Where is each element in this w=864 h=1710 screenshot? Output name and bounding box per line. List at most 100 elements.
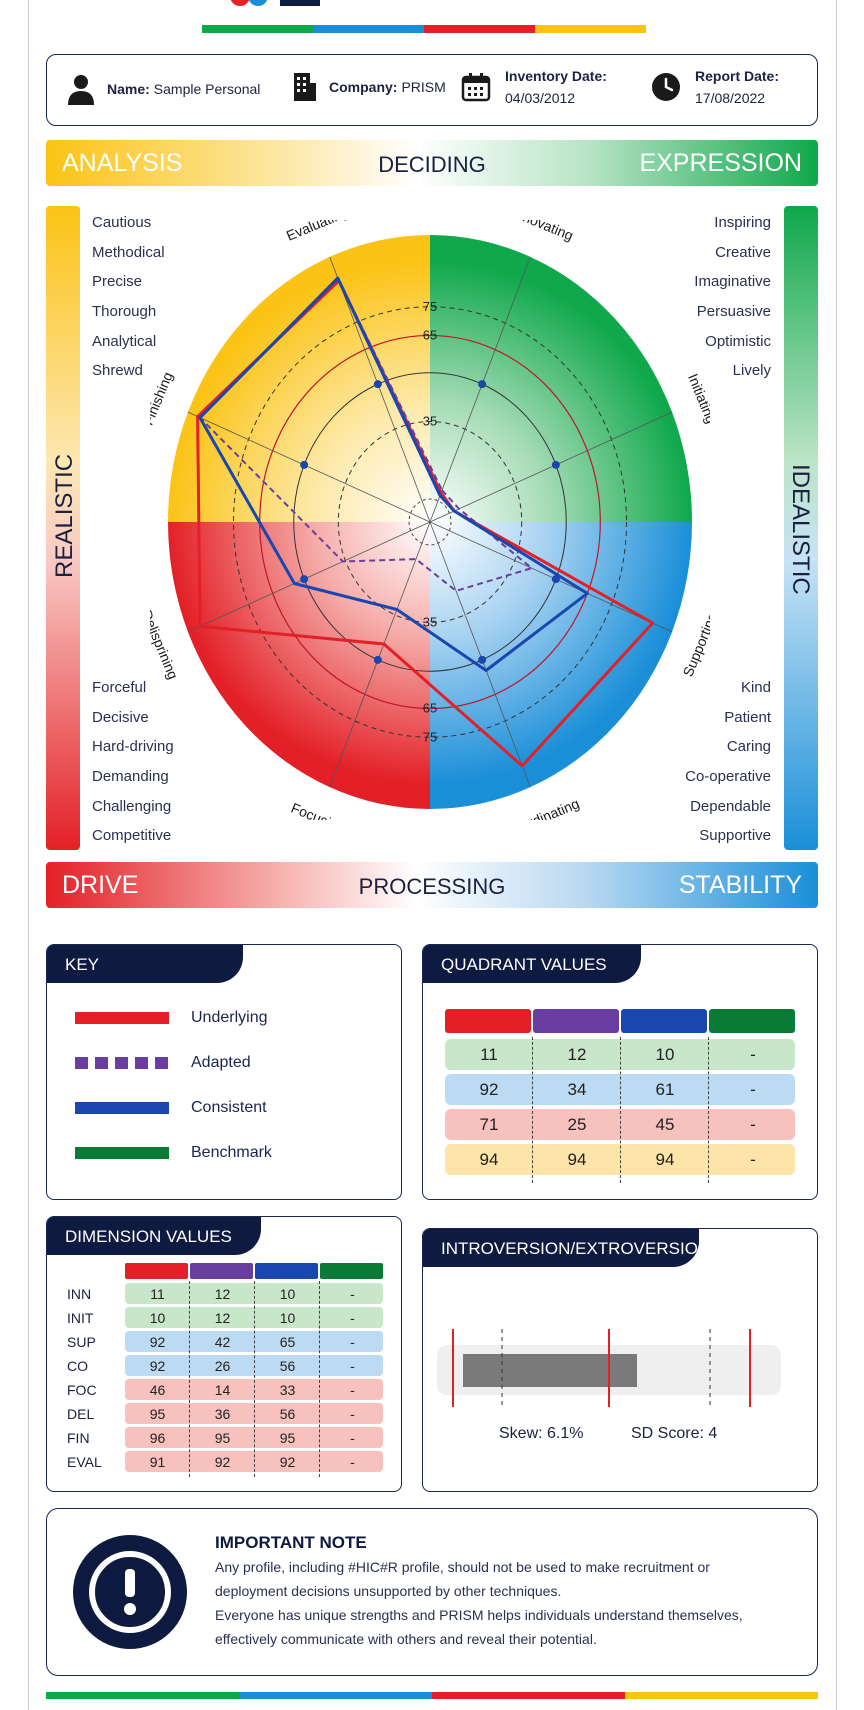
- key-label: Consistent: [191, 1099, 267, 1116]
- scale-fill: [463, 1354, 637, 1387]
- radar-marker-dot: [373, 380, 382, 389]
- note-line: deployment decisions unsupported by othe…: [215, 1583, 562, 1599]
- radar-spoke: [429, 256, 531, 523]
- adapted-swatch: [75, 1057, 169, 1069]
- column-divider: [254, 1281, 255, 1477]
- trait: Caring: [726, 738, 771, 756]
- trait: Co-operative: [685, 768, 771, 786]
- inventory-date-label: Inventory Date:: [505, 68, 607, 84]
- table-cell: 10: [655, 1045, 675, 1064]
- band-processing: PROCESSING: [358, 874, 506, 899]
- trait: Analytical: [92, 332, 157, 350]
- idealistic-label: IDEALISTIC: [787, 464, 814, 595]
- column-divider: [620, 1037, 621, 1183]
- dimension-row-label: INN: [67, 1286, 92, 1302]
- ring-label: 35: [423, 414, 437, 429]
- radar-marker-dot: [373, 655, 382, 664]
- table-cell: -: [750, 1150, 756, 1169]
- traits-bottom-right: Kind Patient Caring Co-operative Dependa…: [685, 673, 771, 851]
- dimension-row-label: SUP: [67, 1334, 96, 1350]
- radar-spoke: [429, 411, 673, 523]
- sd-score-value: SD Score: 4: [631, 1425, 718, 1442]
- radar-marker-dot: [300, 460, 309, 469]
- trait: Forceful: [92, 679, 147, 696]
- table-cell: 36: [214, 1406, 231, 1422]
- table-cell: -: [750, 1115, 756, 1134]
- bottom-band: DRIVE PROCESSING STABILITY: [46, 862, 818, 908]
- report-date-value: 17/08/2022: [695, 90, 766, 106]
- trait: Lively: [732, 362, 771, 380]
- column-header-swatch: [125, 1263, 188, 1279]
- table-cell: 26: [214, 1358, 231, 1374]
- table-cell: -: [750, 1080, 756, 1099]
- column-header-swatch: [709, 1009, 795, 1033]
- radar-marker-dot: [300, 575, 309, 584]
- table-cell: 11: [150, 1286, 165, 1302]
- trait: Patient: [724, 708, 771, 726]
- column-divider: [708, 1037, 709, 1183]
- dimension-title: DIMENSION VALUES: [47, 1217, 261, 1255]
- introversion-panel: INTROVERSION/EXTROVERSION Skew: 6.1% SD …: [422, 1228, 818, 1492]
- trait: Imaginative: [694, 273, 771, 291]
- footer-stripe: [46, 1692, 818, 1699]
- table-cell: 10: [279, 1286, 296, 1302]
- quadrant-table: 11 12 10 - 92 34 61 - 71 25 45 - 94 94 94 -: [445, 1009, 797, 1183]
- company-label: Company:: [329, 79, 398, 95]
- dimension-table: INN 11 12 10 - INIT 10 12 10 - SUP 92 42 65 - CO 92 26 56 -…: [61, 1261, 391, 1483]
- trait: Supportive: [699, 827, 771, 845]
- realistic-bar: [46, 206, 80, 850]
- axis-label: Evaluating: [284, 220, 351, 244]
- column-header-swatch: [533, 1009, 619, 1033]
- column-divider: [319, 1281, 320, 1477]
- axis-label: Focusing: [289, 800, 348, 820]
- name-value: Sample Personal: [153, 81, 261, 97]
- traits-top-right: Inspiring Creative Imaginative Persuasiv…: [694, 208, 771, 386]
- table-cell: 92: [214, 1454, 231, 1470]
- name-label: Name:: [107, 81, 150, 97]
- trait: Methodical: [92, 243, 165, 261]
- table-cell: 14: [214, 1382, 231, 1398]
- radar-marker-dot: [478, 380, 487, 389]
- underlying-swatch: [75, 1012, 169, 1024]
- inventory-date-value: 04/03/2012: [505, 90, 576, 106]
- radar-spoke: [329, 521, 431, 788]
- ring-label: 75: [423, 299, 437, 314]
- axis-label: Innovating: [510, 220, 576, 244]
- table-cell: 95: [279, 1430, 296, 1446]
- trait: Demanding: [92, 768, 169, 786]
- column-divider: [189, 1281, 190, 1477]
- idealistic-bar: [784, 206, 818, 850]
- quadrant-title: QUADRANT VALUES: [423, 945, 641, 983]
- key-label: Adapted: [191, 1054, 251, 1071]
- table-cell: -: [350, 1430, 355, 1446]
- key-item-benchmark: Benchmark: [75, 1144, 272, 1162]
- axis-label: Initiating: [685, 371, 710, 425]
- trait: Challenging: [92, 797, 172, 815]
- key-label: Underlying: [191, 1009, 268, 1026]
- table-cell: 56: [279, 1406, 296, 1422]
- table-cell: -: [350, 1382, 355, 1398]
- axis-label: Delisprining: [150, 608, 181, 682]
- ring-label: 65: [423, 327, 437, 342]
- radar-spoke: [429, 521, 531, 788]
- important-note-panel: IMPORTANT NOTE Any profile, including #H…: [46, 1508, 818, 1676]
- trait: Creative: [715, 243, 771, 261]
- top-band: ANALYSIS DECIDING EXPRESSION: [46, 140, 818, 186]
- page-border-right: [836, 0, 837, 1710]
- introversion-scale: [437, 1329, 781, 1407]
- dimension-row-label: EVAL: [67, 1454, 102, 1470]
- exclamation-icon: [73, 1535, 187, 1649]
- table-cell: 10: [149, 1310, 166, 1326]
- prism-radar-chart: 35 35 65 65 75 75 Innovating Initiating Support…: [150, 220, 710, 820]
- axis-label: Coordinating: [502, 795, 581, 820]
- table-cell: 12: [214, 1286, 231, 1302]
- radar-ring: [408, 498, 452, 546]
- table-cell: 12: [567, 1045, 587, 1064]
- dimension-row-label: DEL: [67, 1406, 95, 1422]
- series-consistent: [198, 276, 589, 672]
- logo-fragment: [230, 0, 320, 6]
- trait: Optimistic: [705, 332, 771, 350]
- trait: Hard-driving: [92, 738, 174, 756]
- dimension-row-label: CO: [67, 1358, 88, 1374]
- table-cell: 65: [279, 1334, 296, 1350]
